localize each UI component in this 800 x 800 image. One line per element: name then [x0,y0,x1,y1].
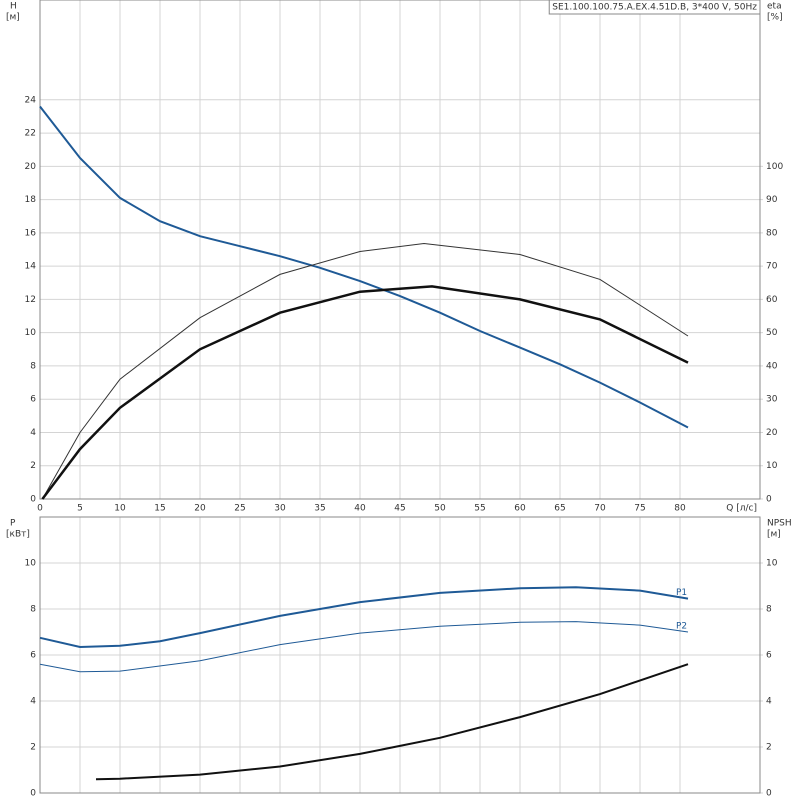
y2-tick-label: 0 [766,789,772,799]
x-tick-label: 40 [354,504,366,514]
curve [39,105,689,429]
y-tick-label: 16 [25,228,37,238]
curve [39,621,689,673]
plot-frame [39,516,761,794]
x-tick-label: 80 [674,504,686,514]
x-tick-label: 15 [154,504,165,514]
y2-tick-label: 100 [766,162,783,172]
y-tick-label: 2 [30,743,36,753]
y2-tick-label: 2 [766,743,772,753]
y2-tick-label: 10 [766,461,778,471]
y-tick-label: 6 [30,395,36,405]
y2-tick-label: 30 [766,395,778,405]
y-axis-label: P [10,519,16,529]
y2-tick-label: 60 [766,295,778,305]
y-tick-label: 2 [30,461,36,471]
y-tick-label: 24 [25,95,37,105]
curve [95,663,689,781]
y-tick-label: 10 [25,328,37,338]
title-box [548,0,761,15]
y-tick-label: 22 [25,129,36,139]
x-tick-label: 75 [634,504,645,514]
x-axis-label: Q [л/с] [726,504,757,514]
y-tick-label: 4 [30,428,36,438]
x-tick-label: 55 [474,504,485,514]
series-label: P2 [676,622,687,632]
y2-tick-label: 6 [766,651,772,661]
y2-tick-label: 10 [766,559,778,569]
y-tick-label: 12 [25,295,36,305]
y2-tick-label: 20 [766,428,778,438]
y2-tick-label: 90 [766,195,778,205]
x-tick-label: 5 [77,504,83,514]
x-tick-label: 65 [554,504,565,514]
y-tick-label: 18 [25,195,37,205]
x-tick-label: 0 [37,504,43,514]
plot-frame [39,0,761,500]
y2-axis-label: NPSH [767,519,792,529]
x-tick-label: 20 [194,504,206,514]
y2-tick-label: 8 [766,605,772,615]
y-axis-label: H [10,2,17,12]
series-label: P1 [676,588,687,598]
x-tick-label: 10 [114,504,126,514]
curve [41,285,689,500]
y-tick-label: 8 [30,605,36,615]
x-tick-label: 25 [234,504,245,514]
y2-axis-unit: [м] [767,530,781,540]
x-tick-label: 35 [314,504,325,514]
x-tick-label: 45 [394,504,405,514]
y-tick-label: 4 [30,697,36,707]
y-tick-label: 14 [25,262,37,272]
y2-tick-label: 80 [766,228,778,238]
y-tick-label: 10 [25,559,37,569]
x-tick-label: 60 [514,504,526,514]
y2-axis-unit: [%] [767,13,783,23]
y-tick-label: 8 [30,361,36,371]
y-tick-label: 0 [30,789,36,799]
x-tick-label: 50 [434,504,446,514]
y-tick-label: 6 [30,651,36,661]
y-axis-unit: [кВт] [6,530,30,540]
chart-title: SE1.100.100.75.A.EX.4.51D.B, 3*400 V, 50… [552,3,757,13]
y-tick-label: 20 [25,162,37,172]
curve [41,242,689,500]
x-tick-label: 70 [594,504,606,514]
y2-tick-label: 50 [766,328,778,338]
y2-tick-label: 0 [766,495,772,505]
y2-tick-label: 70 [766,262,778,272]
curve [39,586,689,649]
y2-tick-label: 4 [766,697,772,707]
y2-axis-label: eta [767,2,782,12]
y-tick-label: 0 [30,495,36,505]
y2-tick-label: 40 [766,361,778,371]
y-axis-unit: [м] [6,13,20,23]
x-tick-label: 30 [274,504,286,514]
